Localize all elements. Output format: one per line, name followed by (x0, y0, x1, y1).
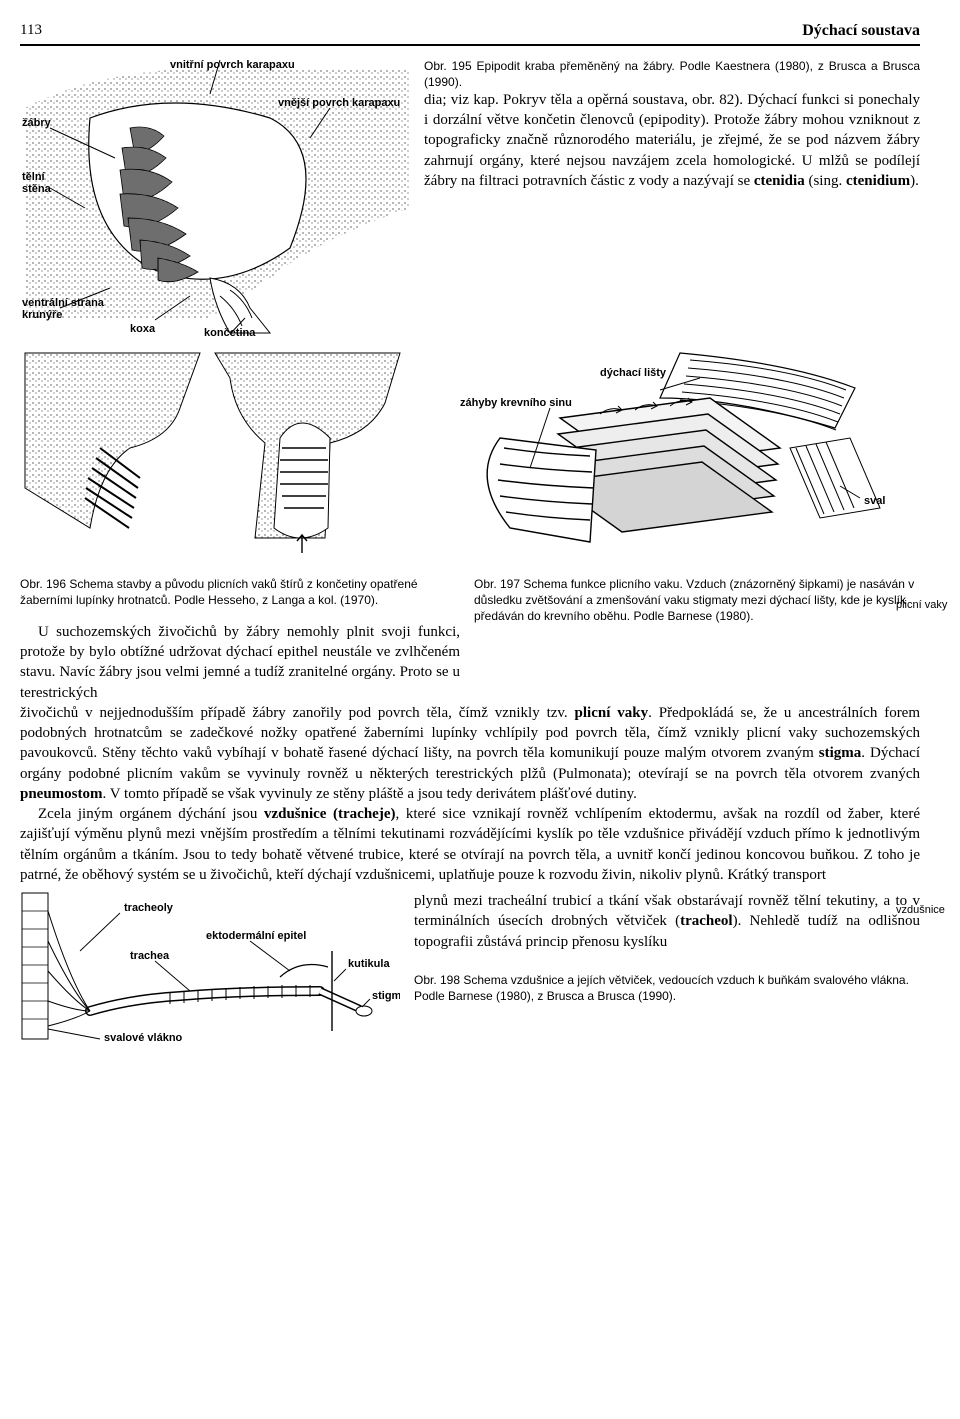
lbl-stigma: stigma (372, 990, 400, 1002)
sidenote-plicni-vaky: plicní vaky (896, 598, 956, 613)
fig198: tracheoly ektodermální epitel trachea ku… (20, 891, 400, 1041)
bottom-row: tracheoly ektodermální epitel trachea ku… (20, 891, 920, 1041)
page-header: 113 Dýchací soustava (20, 20, 920, 46)
fig197-caption: Obr. 197 Schema funkce plicního vaku. Vz… (474, 576, 920, 625)
lbl-zabry: žábry (22, 117, 52, 129)
fig198-caption: Obr. 198 Schema vzdušnice a jejích větvi… (414, 972, 920, 1004)
lbl-kutikula: kutikula (348, 958, 390, 970)
mid-two-col: Obr. 196 Schema stavby a původu plicních… (20, 576, 920, 703)
lbl-konc: končetina (204, 327, 256, 338)
lbl-vnejsi: vnější povrch karapaxu (278, 97, 400, 109)
chapter-title: Dýchací soustava (802, 20, 920, 42)
fig196-caption: Obr. 196 Schema stavby a původu plicních… (20, 576, 460, 608)
mid-right-col: plicní vaky Obr. 197 Schema funkce plicn… (474, 576, 920, 703)
lbl-sval: sval (864, 495, 885, 507)
para2-full: živočichů v nejjednodušším případě žábry… (20, 703, 920, 804)
fig195-caption: Obr. 195 Epipodit kraba přeměněný na žáb… (424, 58, 920, 90)
para3: Zcela jiným orgánem dýchání jsou vzdušni… (20, 804, 920, 885)
para3-right: plynů mezi tracheální trubicí a tkání vš… (414, 891, 920, 952)
para1: dia; viz kap. Pokryv těla a opěrná soust… (424, 90, 920, 191)
bottom-right-col: plynů mezi tracheální trubicí a tkání vš… (414, 891, 920, 1041)
lbl-trachea: trachea (130, 950, 170, 962)
fig195: vnitřní povrch karapaxu vnější povrch ka… (20, 58, 410, 338)
lbl-zahyby: záhyby krevního sinu (460, 397, 572, 409)
lbl-tracheoly: tracheoly (124, 902, 174, 914)
top-row: vnitřní povrch karapaxu vnější povrch ka… (20, 58, 920, 338)
para2-left: U suchozemských živočichů by žábry nemoh… (20, 622, 460, 703)
lbl-vnitrni: vnitřní povrch karapaxu (170, 59, 295, 71)
lbl-ekto: ektodermální epitel (206, 930, 306, 942)
lbl-svalove: svalové vlákno (104, 1032, 183, 1041)
page-number: 113 (20, 20, 42, 42)
lbl-koxa: koxa (130, 323, 156, 335)
fig196-197: dýchací lišty záhyby krevního sinu sval (20, 348, 920, 568)
mid-left-col: Obr. 196 Schema stavby a původu plicních… (20, 576, 460, 703)
top-text-col: Obr. 195 Epipodit kraba přeměněný na žáb… (424, 58, 920, 338)
fig195-wrap: vnitřní povrch karapaxu vnější povrch ka… (20, 58, 410, 338)
lbl-dych-listy: dýchací lišty (600, 367, 667, 379)
sidenote-vzdusnice: vzdušnice (896, 903, 956, 918)
